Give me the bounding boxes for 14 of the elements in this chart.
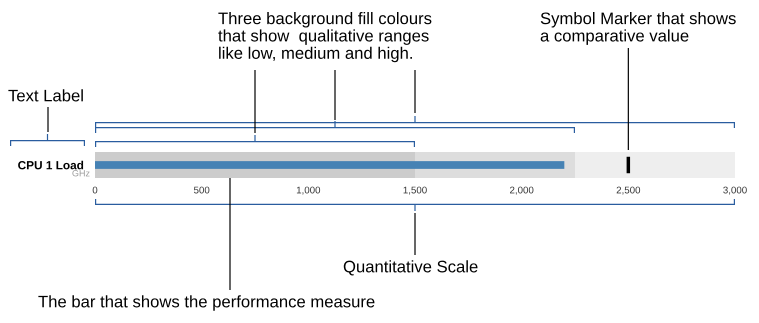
x-tick-label: 500 [194, 186, 210, 194]
text: The bar that shows the performance measure [38, 295, 374, 311]
y-axis-title: GHz [72, 170, 90, 176]
y-tick-label: CPU 1 Load [18, 160, 84, 170]
x-tick-label: 0 [92, 186, 98, 194]
x-tick-label: 1,000 [296, 186, 320, 195]
x-tick-label: 1,500 [404, 186, 427, 195]
x-tick-label: 2,500 [616, 186, 640, 195]
x-tick-label: 2,000 [510, 186, 534, 195]
text: Text Label [8, 89, 83, 102]
text: Three background fill colours that show qualitative ranges like low, medium and high. [218, 12, 432, 62]
x-tick-label: 3,000 [723, 186, 747, 195]
text: Symbol Marker that shows a comparative value [540, 12, 736, 45]
text: Quantitative Scale [344, 260, 478, 276]
